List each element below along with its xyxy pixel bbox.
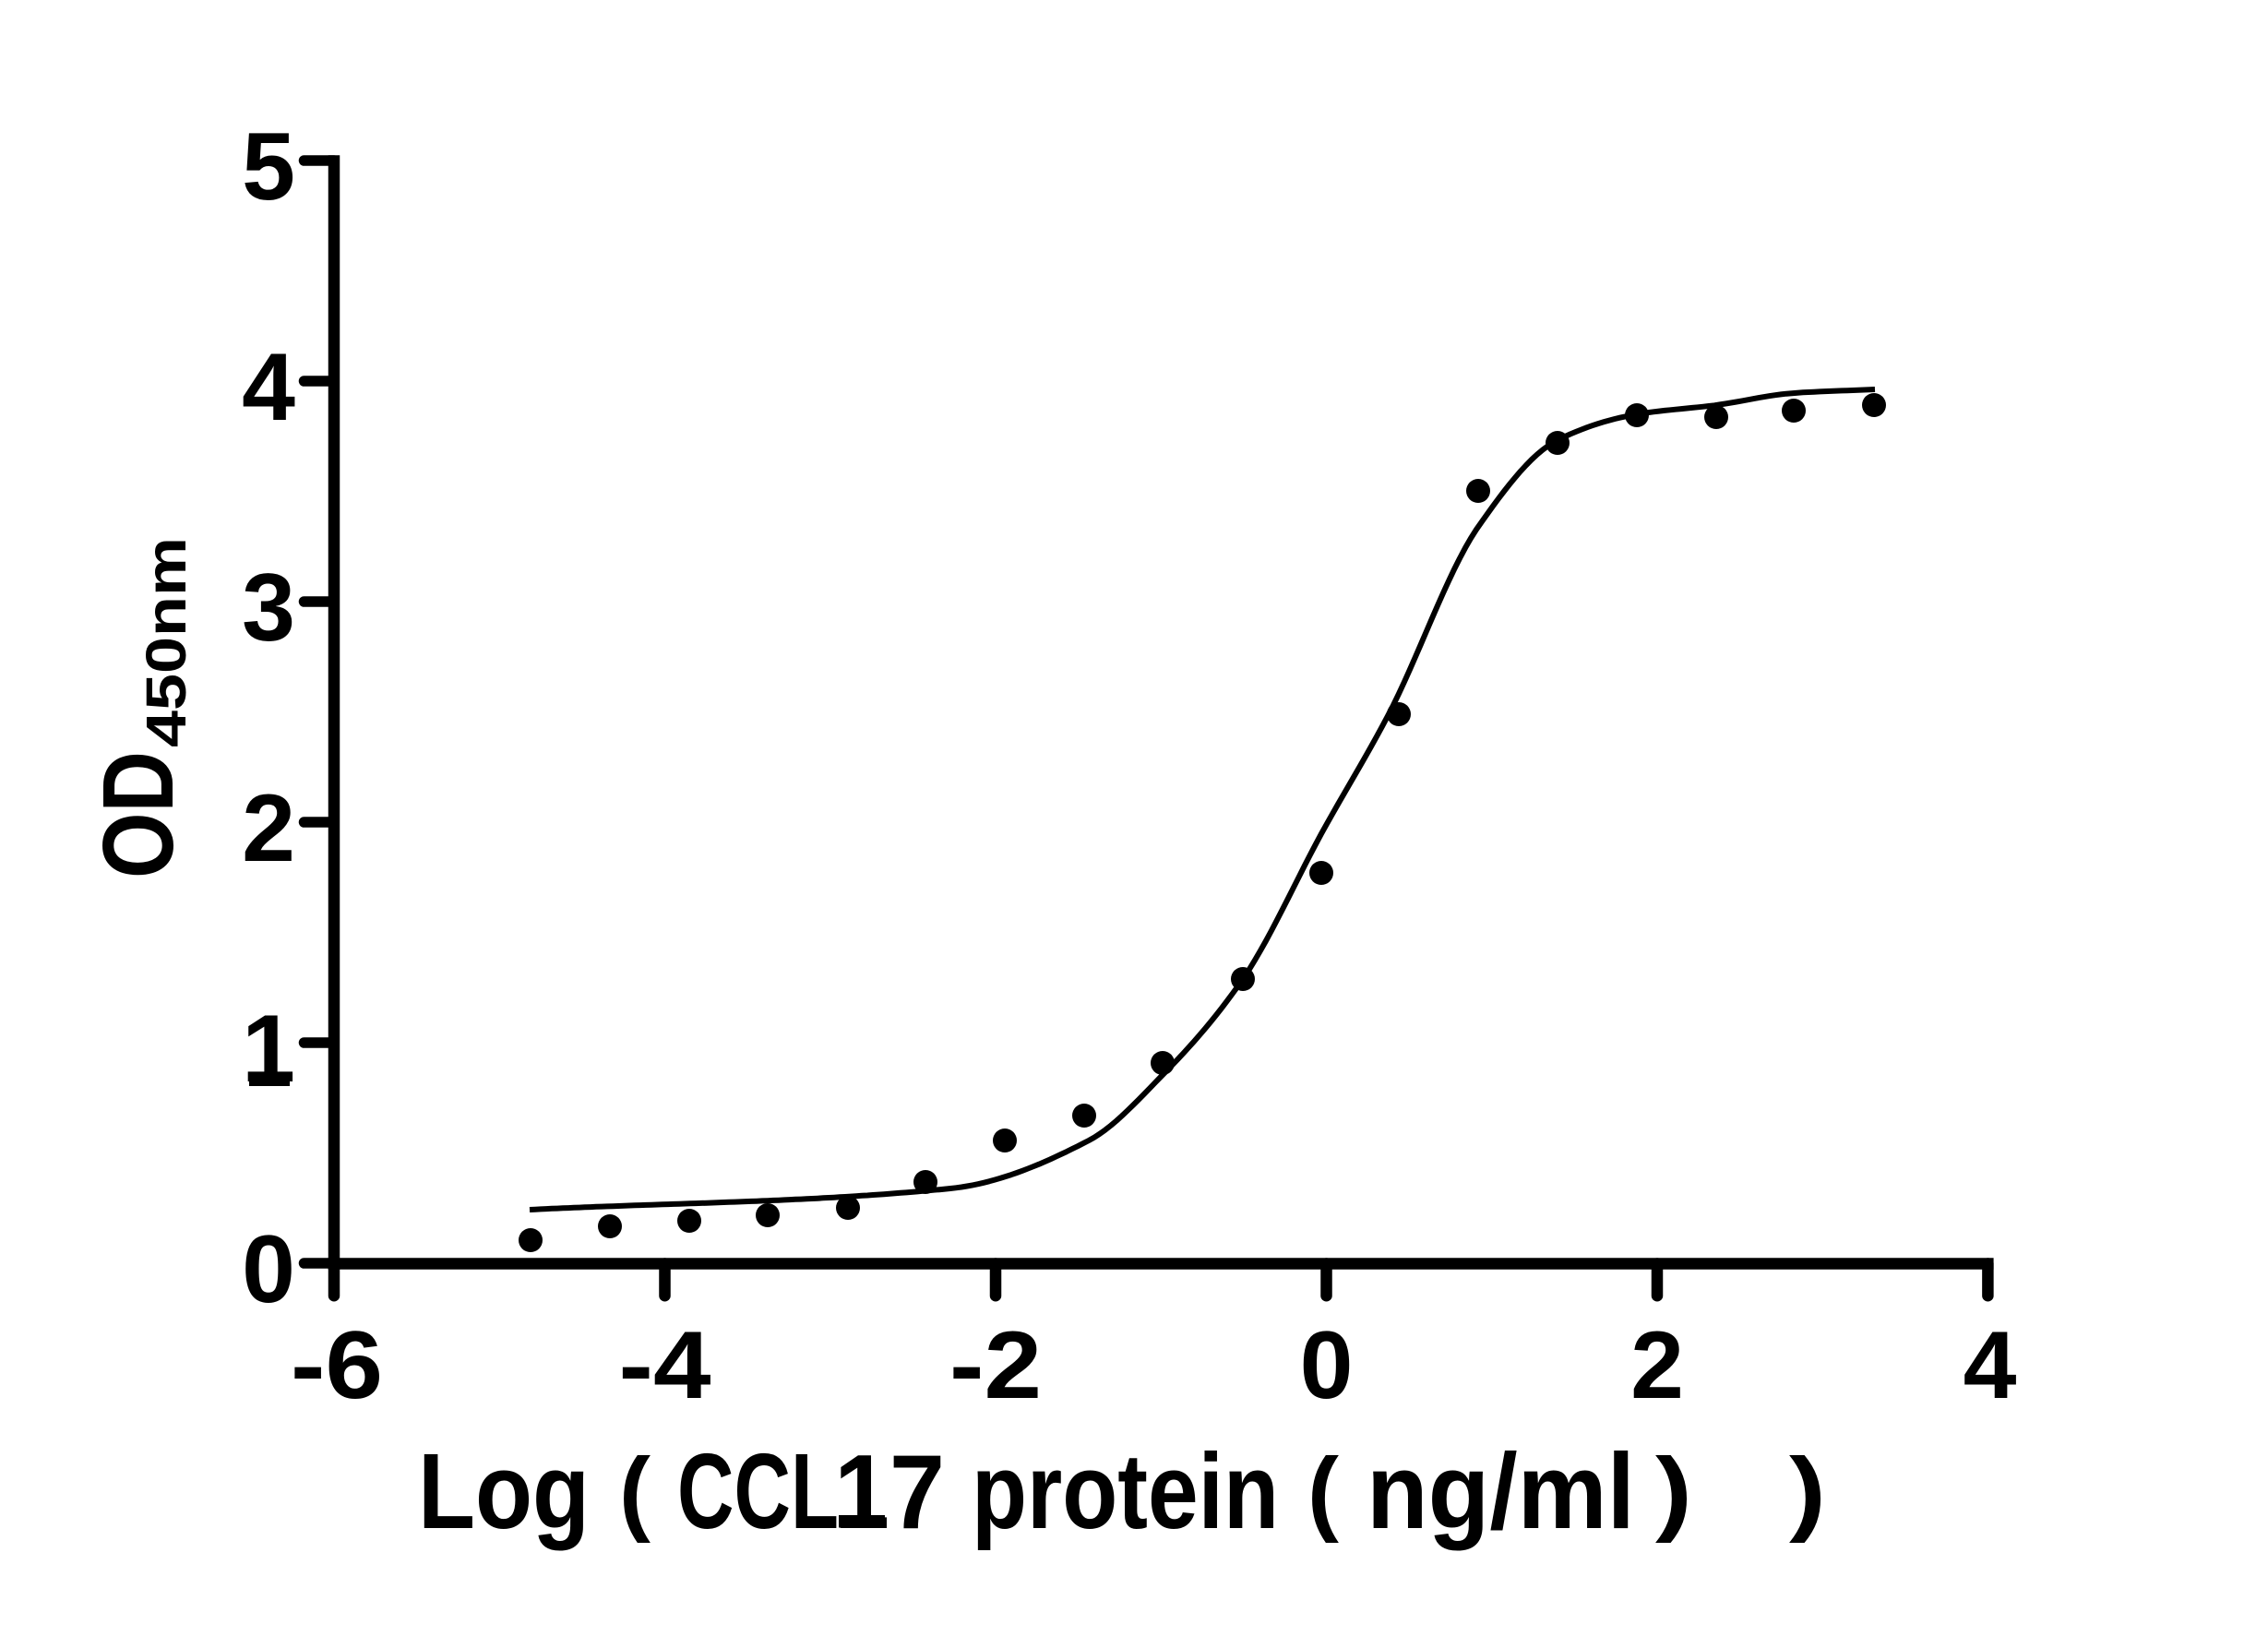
svg-text:4: 4 xyxy=(1964,1312,2017,1419)
svg-text:): ) xyxy=(1655,1439,1692,1544)
svg-text:-2: -2 xyxy=(949,1312,1042,1419)
svg-text:): ) xyxy=(1789,1439,1826,1544)
svg-text:-6: -6 xyxy=(291,1312,383,1419)
svg-text:3: 3 xyxy=(242,555,295,662)
svg-text:0: 0 xyxy=(1300,1312,1354,1419)
svg-text:2: 2 xyxy=(1630,1312,1684,1419)
svg-text:0: 0 xyxy=(242,1216,295,1323)
svg-text:17: 17 xyxy=(834,1434,945,1551)
svg-text:5: 5 xyxy=(242,113,295,221)
svg-text:2: 2 xyxy=(242,775,295,882)
svg-text:4: 4 xyxy=(242,334,295,441)
svg-text:ng/ml: ng/ml xyxy=(1367,1431,1635,1551)
svg-text:-4: -4 xyxy=(619,1312,711,1419)
svg-text:450nm: 450nm xyxy=(135,537,198,747)
svg-text:(: ( xyxy=(1307,1439,1339,1544)
svg-text:1: 1 xyxy=(242,996,295,1103)
svg-text:CCL: CCL xyxy=(677,1431,839,1551)
svg-text:(: ( xyxy=(619,1439,651,1544)
svg-text:protein: protein xyxy=(972,1431,1279,1551)
svg-text:Log: Log xyxy=(418,1431,590,1551)
svg-text:OD: OD xyxy=(82,751,195,878)
